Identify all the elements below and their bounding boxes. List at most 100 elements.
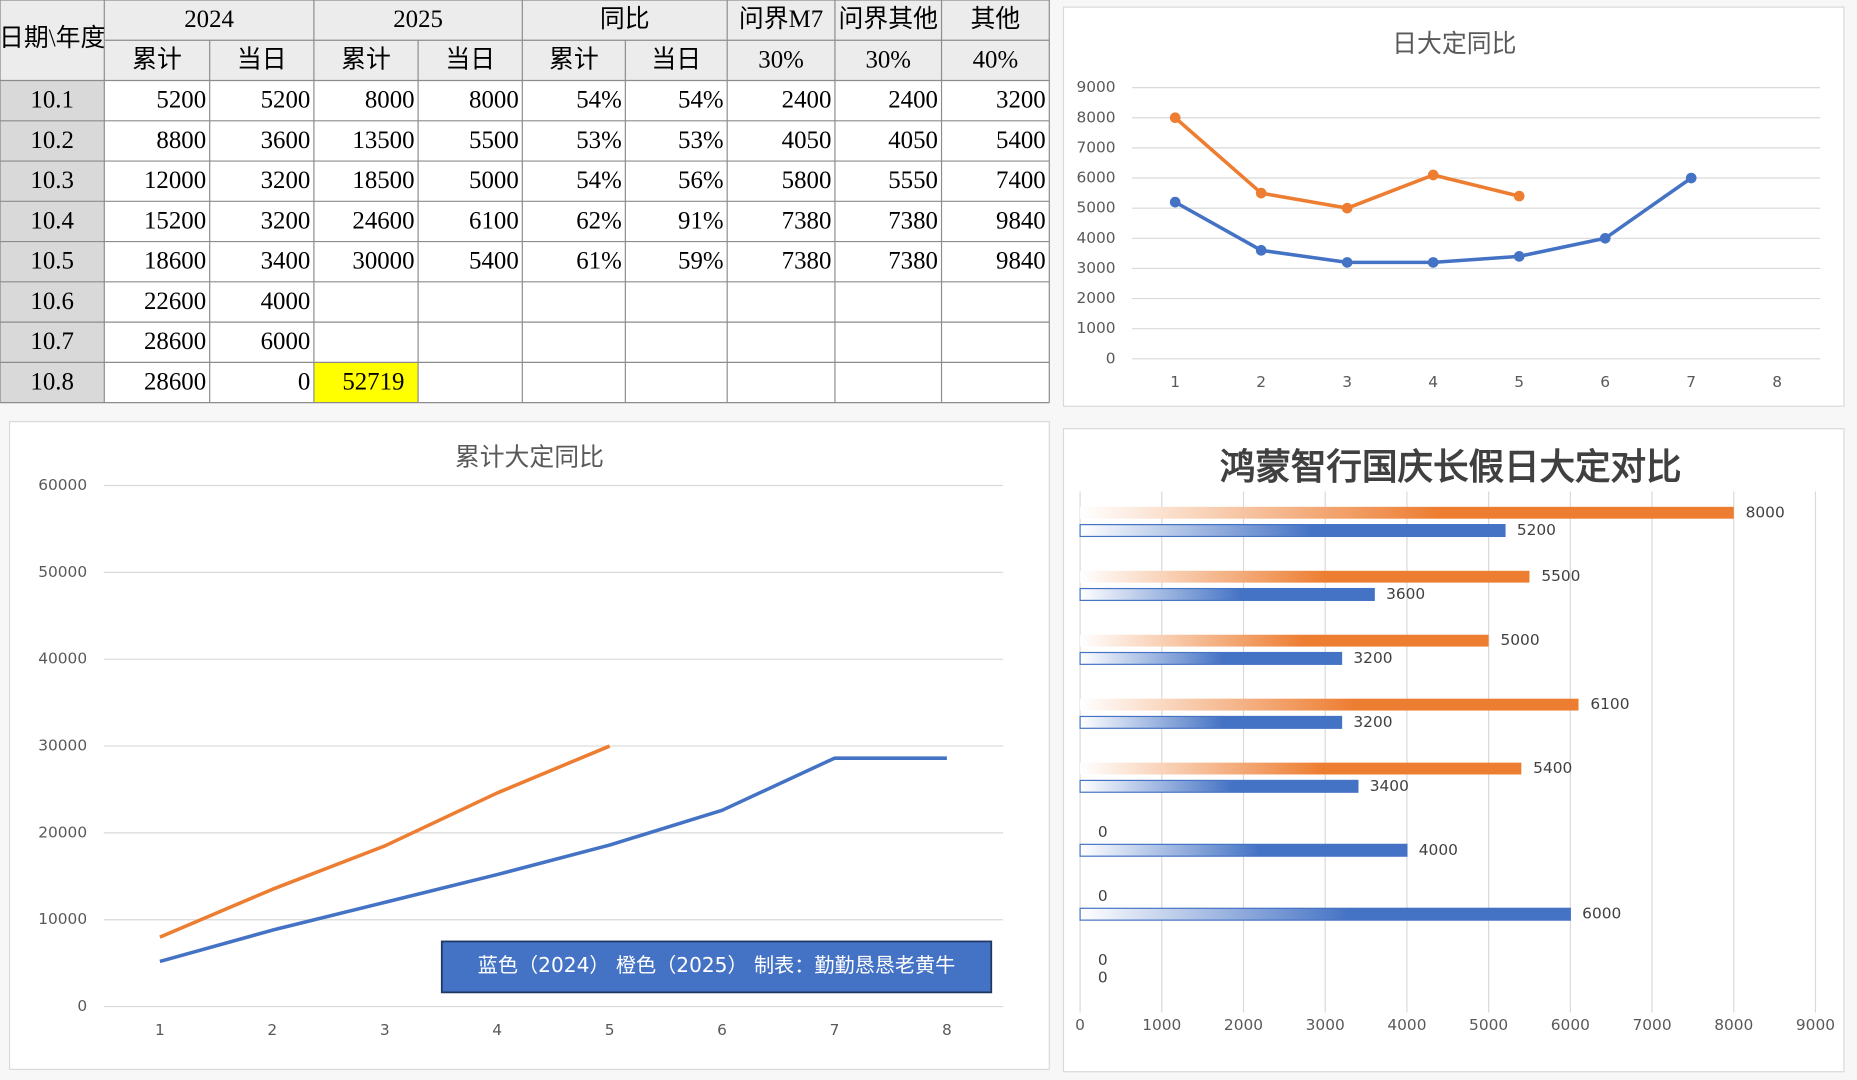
table-cell: 5500	[469, 127, 519, 154]
table-cell: 7380	[782, 248, 832, 275]
table-cell: 54%	[678, 87, 724, 114]
x-tick-label: 4000	[1387, 1016, 1426, 1034]
y-tick-label: 4000	[1076, 229, 1115, 247]
table-cell: 53%	[678, 127, 724, 154]
chart-panel	[1062, 6, 1845, 407]
value-label: 8000	[1746, 503, 1785, 521]
table-cell: 6100	[469, 207, 519, 234]
x-tick-label: 5	[605, 1021, 615, 1039]
y-tick-label: 10000	[38, 910, 87, 928]
x-tick-label: 7	[830, 1021, 840, 1039]
table-cell: 28600	[144, 328, 206, 355]
header-cell: 同比	[600, 5, 650, 33]
y-tick-label: 50000	[38, 563, 87, 581]
chart-title: 鸿蒙智行国庆长假日大定对比	[1220, 447, 1682, 488]
table-cell: 12000	[144, 167, 206, 194]
value-label: 0	[1098, 951, 1108, 969]
table-cell: 5200	[261, 87, 311, 114]
bar	[1079, 524, 1506, 538]
point	[1169, 112, 1181, 124]
x-tick-label: 0	[1075, 1016, 1085, 1034]
y-tick-label: 3000	[1076, 259, 1115, 277]
value-label: 4000	[1419, 841, 1458, 859]
x-tick-label: 1	[1170, 373, 1180, 391]
series-line	[159, 744, 611, 939]
table-cell: 9840	[996, 248, 1046, 275]
value-label: 6100	[1590, 695, 1629, 713]
table-cell: 2400	[782, 87, 832, 114]
x-tick-label: 1	[155, 1021, 165, 1039]
x-tick-label: 6	[1600, 373, 1610, 391]
point	[1599, 232, 1611, 244]
value-label: 0	[1098, 887, 1108, 905]
x-tick-label: 8	[942, 1021, 952, 1039]
table-cell: 22600	[144, 288, 206, 315]
table-cell: 10.5	[30, 248, 74, 275]
table-cell: 5550	[888, 167, 938, 194]
y-tick-label: 20000	[38, 823, 87, 841]
point	[1513, 251, 1525, 262]
y-tick-label: 6000	[1076, 169, 1115, 187]
table-cell: 4000	[261, 288, 311, 315]
bar	[1079, 715, 1343, 729]
x-tick-label: 3	[1342, 373, 1352, 391]
table-cell: 3400	[261, 248, 311, 275]
header-cell: 30%	[758, 46, 804, 73]
header-cell: 日期\年度	[0, 24, 105, 52]
x-tick-label: 7000	[1632, 1016, 1671, 1034]
point	[1341, 257, 1353, 268]
table-cell: 30000	[352, 248, 414, 275]
header-cell: 问界其他	[839, 5, 938, 33]
value-label: 0	[1098, 823, 1108, 841]
chart-title: 累计大定同比	[455, 442, 604, 471]
table-cell: 7400	[996, 167, 1046, 194]
header-cell: 累计	[549, 45, 599, 73]
table-cell: 10.6	[30, 288, 74, 315]
table-cell: 62%	[576, 207, 622, 234]
table-cell: 10.4	[30, 207, 74, 234]
table-cell: 9840	[996, 207, 1046, 234]
value-label: 3200	[1353, 713, 1392, 731]
annotation: 蓝色（2024） 橙色（2025） 制表：勤勤恳恳老黄牛	[478, 953, 955, 977]
table-cell: 61%	[576, 248, 622, 275]
y-tick-label: 40000	[38, 650, 87, 668]
table-cell: 56%	[678, 167, 724, 194]
table-cell: 5000	[469, 167, 519, 194]
header-cell: 2025	[393, 6, 443, 33]
table-cell: 10.2	[30, 127, 74, 154]
bar	[1080, 506, 1734, 519]
bar	[1079, 651, 1343, 665]
y-tick-label: 7000	[1076, 138, 1115, 156]
table-cell: 7380	[782, 207, 832, 234]
x-tick-label: 4	[492, 1021, 502, 1039]
bar	[1079, 779, 1359, 793]
point	[1513, 190, 1525, 202]
y-tick-label: 0	[77, 997, 87, 1015]
table-cell: 54%	[576, 167, 622, 194]
header-cell: 当日	[651, 45, 701, 73]
table-cell: 28600	[144, 368, 206, 395]
bar	[1080, 698, 1579, 711]
table-cell: 5400	[996, 127, 1046, 154]
bar	[1079, 843, 1408, 857]
x-tick-label: 3000	[1306, 1016, 1345, 1034]
value-label: 5500	[1541, 567, 1580, 585]
y-tick-label: 30000	[38, 737, 87, 755]
x-tick-label: 6000	[1551, 1016, 1590, 1034]
annotation-box	[440, 940, 993, 994]
table-cell: 7380	[888, 207, 938, 234]
table-cell: 52719	[342, 368, 404, 395]
bar	[1080, 762, 1522, 775]
table-cell: 4050	[782, 127, 832, 154]
table-cell: 5400	[469, 248, 519, 275]
value-label: 5000	[1500, 631, 1539, 649]
header-cell: 累计	[132, 45, 182, 73]
point	[1255, 187, 1267, 199]
table-cell: 3200	[996, 87, 1046, 114]
header-cell: 当日	[237, 45, 287, 73]
point	[1685, 172, 1697, 184]
value-label: 5200	[1517, 521, 1556, 539]
y-tick-label: 0	[1106, 349, 1116, 367]
x-tick-label: 4	[1428, 373, 1438, 391]
x-tick-label: 5000	[1469, 1016, 1508, 1034]
